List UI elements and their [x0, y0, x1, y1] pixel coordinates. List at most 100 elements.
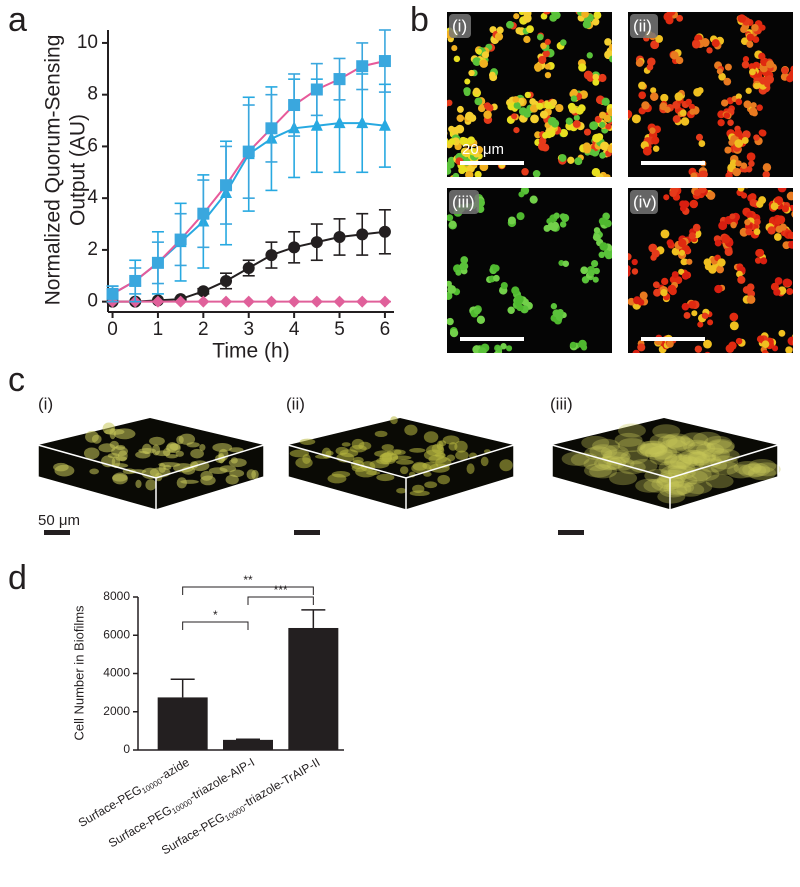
marker [288, 99, 301, 112]
cell [751, 24, 759, 32]
cell [760, 257, 768, 265]
cluster [747, 466, 776, 481]
cell [529, 98, 537, 105]
cell [455, 269, 462, 276]
cell [549, 14, 558, 22]
cell [448, 138, 456, 145]
cluster [396, 487, 407, 494]
cell [609, 55, 612, 63]
cell [485, 104, 494, 112]
y-tick-label: 8 [87, 84, 98, 105]
cluster [499, 459, 513, 472]
cluster [617, 438, 646, 453]
cluster [602, 449, 631, 464]
cell [631, 268, 639, 275]
cell [453, 55, 461, 63]
cell [544, 101, 552, 109]
cell [575, 106, 584, 115]
cell [666, 12, 676, 16]
cell [637, 343, 646, 352]
cell [714, 284, 723, 294]
cell [473, 307, 481, 315]
cluster [454, 440, 468, 453]
cell [577, 12, 582, 13]
cluster [431, 443, 444, 454]
cell [774, 196, 784, 206]
cell [762, 163, 772, 172]
cell [758, 52, 766, 60]
y-tick-label: 8000 [103, 589, 130, 603]
cluster [145, 479, 157, 491]
cluster [592, 438, 621, 453]
cells [628, 188, 793, 361]
marker [378, 225, 391, 238]
cell [539, 110, 549, 119]
cluster [639, 442, 668, 457]
cell [465, 111, 474, 121]
cell [689, 108, 696, 115]
cluster [112, 474, 128, 482]
cell [583, 17, 591, 24]
cell [447, 167, 452, 175]
cell [714, 239, 722, 247]
cell [549, 98, 558, 107]
cell [729, 312, 739, 322]
cluster [704, 435, 733, 450]
bar [288, 627, 339, 750]
cell [679, 205, 687, 212]
cell [785, 346, 793, 353]
y-tick-label: 0 [87, 291, 98, 312]
scale-bar [460, 337, 524, 341]
panel-label: c [8, 361, 25, 399]
cell [459, 136, 468, 146]
cell [724, 63, 732, 71]
cluster [665, 435, 694, 450]
cluster [659, 439, 688, 454]
cell [593, 179, 599, 185]
cell [475, 48, 482, 55]
cell [737, 275, 746, 284]
cluster [295, 457, 313, 469]
cell [598, 217, 607, 226]
bracket [247, 596, 314, 605]
cell [666, 340, 674, 348]
marker [220, 179, 233, 192]
cell [754, 257, 762, 264]
cell [592, 78, 600, 86]
cell [473, 151, 480, 158]
cluster [594, 456, 623, 471]
cell [735, 337, 743, 345]
cluster [141, 467, 160, 480]
cluster [669, 473, 698, 488]
cluster [251, 469, 259, 480]
cluster [687, 441, 716, 456]
cluster [381, 444, 394, 451]
cell [693, 189, 701, 197]
cluster [299, 438, 316, 445]
marker [197, 295, 210, 308]
cell [704, 353, 712, 361]
cell [755, 249, 764, 258]
cell [703, 339, 712, 349]
cell [711, 39, 720, 48]
cell [748, 193, 757, 201]
cell [666, 239, 674, 247]
cell [734, 129, 743, 137]
cell [466, 164, 475, 173]
cell [544, 71, 552, 79]
cell [583, 128, 592, 136]
cell [717, 119, 725, 127]
cell [761, 340, 770, 348]
cluster [660, 465, 689, 480]
cell [449, 328, 459, 338]
cell [478, 347, 487, 353]
box-edge [287, 444, 515, 511]
cell [496, 26, 504, 34]
cell [774, 277, 783, 285]
marker [197, 285, 210, 298]
cell [718, 221, 728, 231]
marker [356, 116, 369, 129]
cell [692, 223, 701, 232]
cell [639, 291, 648, 300]
